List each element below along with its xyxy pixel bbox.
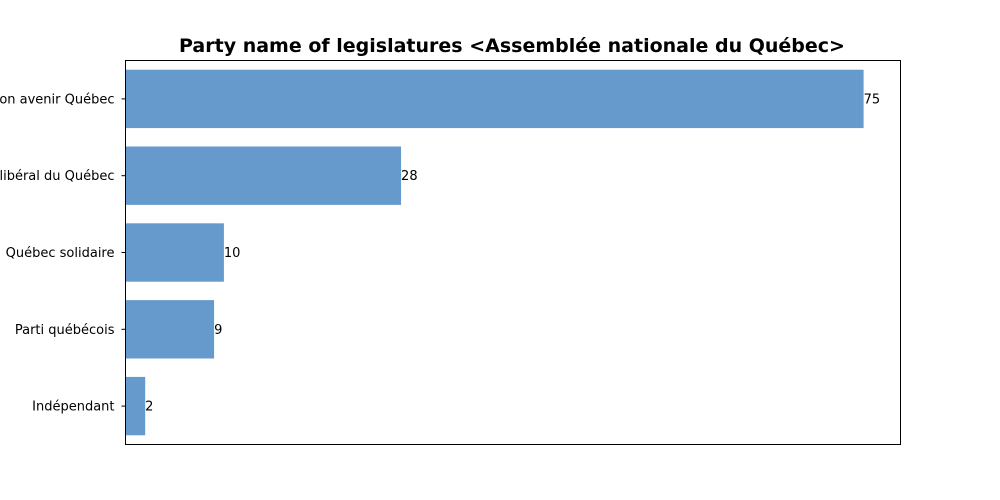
bars-layer — [125, 69, 864, 436]
plot-frame — [125, 60, 901, 445]
data-label: 9 — [214, 323, 222, 338]
data-label: 2 — [145, 400, 153, 415]
bar — [125, 223, 224, 282]
y-tick-label: Parti québécois — [15, 323, 115, 338]
bar — [125, 376, 146, 436]
y-tick-label: Parti libéral du Québec — [0, 169, 115, 184]
y-tick-label: Québec solidaire — [6, 246, 115, 261]
y-tick-label: Indépendant — [32, 400, 114, 415]
y-tick-label: Coalition avenir Québec — [0, 92, 115, 107]
data-labels: 75 28 10 9 2 — [145, 92, 880, 414]
chart-title: Party name of legislatures <Assemblée na… — [179, 35, 845, 57]
bar — [125, 69, 864, 129]
data-label: 75 — [864, 92, 881, 107]
bar — [125, 146, 402, 205]
data-label: 28 — [401, 169, 418, 184]
bar — [125, 300, 215, 359]
y-axis-ticks: Coalition avenir Québec Parti libéral du … — [0, 92, 126, 415]
data-label: 10 — [224, 246, 241, 261]
